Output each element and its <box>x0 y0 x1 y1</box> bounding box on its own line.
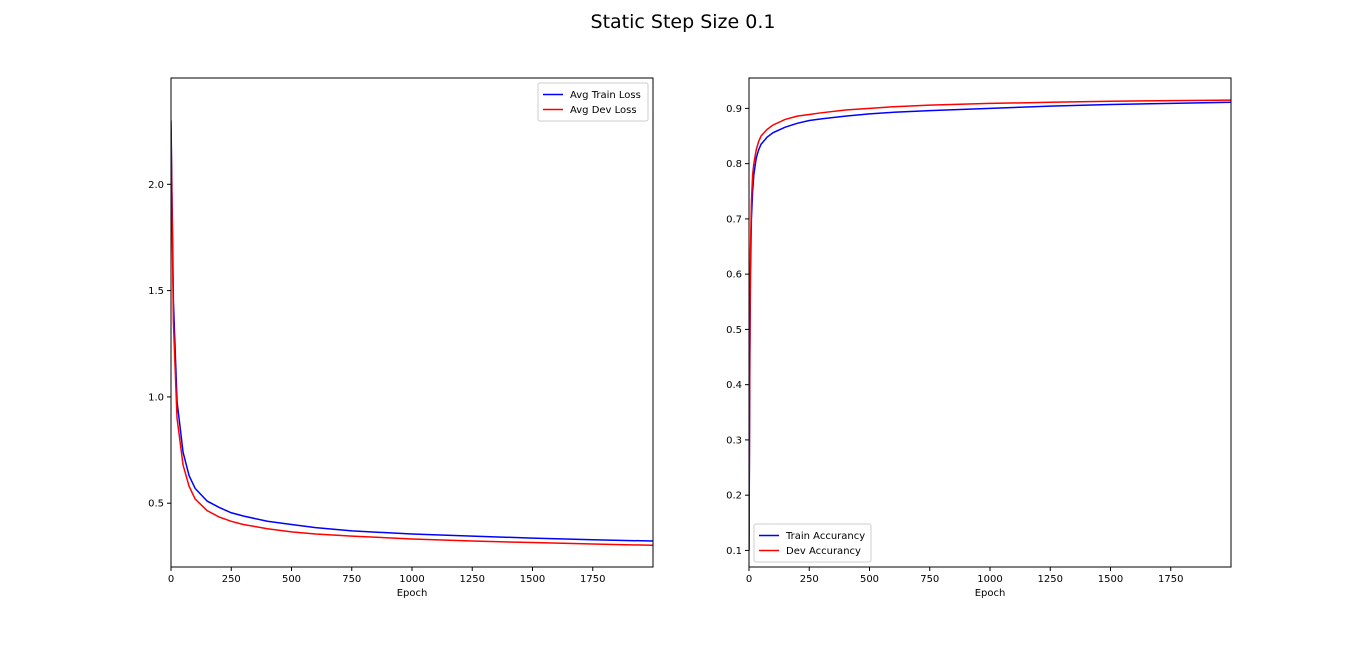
x-tick-label: 1750 <box>1158 574 1183 585</box>
legend-label-0: Avg Train Loss <box>570 90 641 101</box>
y-tick-label: 0.2 <box>726 491 742 502</box>
y-tick-label: 0.5 <box>148 499 164 510</box>
y-tick-label: 1.0 <box>148 392 164 403</box>
x-tick-label: 500 <box>860 574 879 585</box>
legend-box <box>537 82 649 122</box>
y-tick-label: 0.9 <box>726 104 742 115</box>
legend-box <box>753 523 872 563</box>
series-line-0 <box>749 101 1231 551</box>
x-tick-label: 1500 <box>520 574 545 585</box>
x-tick-label: 1500 <box>1098 574 1123 585</box>
y-tick-label: 0.3 <box>726 435 742 446</box>
x-tick-label: 250 <box>222 574 241 585</box>
y-tick-label: 0.8 <box>726 159 742 170</box>
legend: Train Accurancy Dev Accurancy <box>753 523 872 563</box>
loss-chart: 0 250 500 750 1000 1250 1500 1750 0.5 1.0 1.5 2.0 Ep… <box>148 77 654 599</box>
y-tick-label: 0.7 <box>726 214 742 225</box>
x-axis-label: Epoch <box>975 588 1006 599</box>
series-line-0 <box>171 120 653 542</box>
x-tick-label: 0 <box>168 574 174 585</box>
y-tick-label: 2.0 <box>148 180 164 191</box>
y-tick-label: 0.5 <box>726 325 742 336</box>
legend-label-1: Avg Dev Loss <box>570 105 637 116</box>
plot-frame <box>170 77 654 568</box>
accuracy-chart: 0 250 500 750 1000 1250 1500 1750 0.1 0.2 0.3 0.4 0.… <box>726 77 1232 599</box>
series-line-1 <box>171 131 653 547</box>
y-tick-label: 1.5 <box>148 286 164 297</box>
legend: Avg Train Loss Avg Dev Loss <box>537 82 649 122</box>
x-tick-label: 1000 <box>399 574 424 585</box>
figure-title: Static Step Size 0.1 <box>591 11 776 33</box>
x-tick-label: 250 <box>800 574 819 585</box>
x-tick-label: 0 <box>746 574 752 585</box>
y-tick-label: 0.1 <box>726 546 742 557</box>
x-tick-label: 1250 <box>460 574 485 585</box>
x-tick-label: 1750 <box>580 574 605 585</box>
x-tick-label: 1000 <box>977 574 1002 585</box>
series-line-1 <box>749 99 1231 551</box>
y-tick-label: 0.4 <box>726 380 742 391</box>
x-tick-label: 500 <box>282 574 301 585</box>
x-tick-label: 750 <box>920 574 939 585</box>
legend-label-1: Dev Accurancy <box>786 546 861 557</box>
x-tick-label: 750 <box>342 574 361 585</box>
y-tick-label: 0.6 <box>726 270 742 281</box>
plot-frame <box>748 77 1232 568</box>
x-tick-label: 1250 <box>1038 574 1063 585</box>
legend-label-0: Train Accurancy <box>785 531 865 542</box>
x-axis-label: Epoch <box>397 588 428 599</box>
